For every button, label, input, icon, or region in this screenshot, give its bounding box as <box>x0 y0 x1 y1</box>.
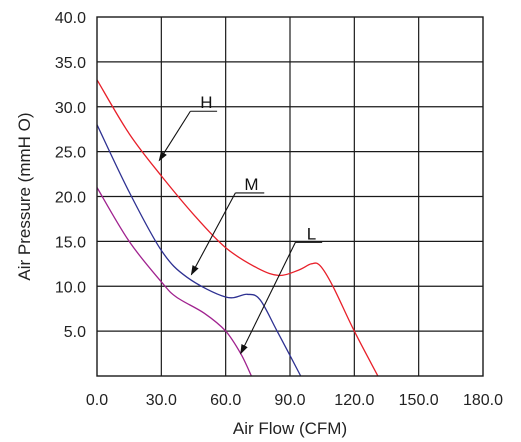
plot-frame <box>96 16 484 377</box>
y-tick-label: 30.0 <box>55 100 86 117</box>
x-tick-label: 150.0 <box>399 392 439 409</box>
x-tick-label: 180.0 <box>463 392 503 409</box>
y-tick-label: 5.0 <box>64 324 86 341</box>
series-line-l <box>96 187 252 377</box>
y-tick-label: 25.0 <box>55 145 86 162</box>
y-tick-label: 15.0 <box>55 234 86 251</box>
callout-arrow <box>240 242 296 355</box>
x-tick-label: 30.0 <box>146 392 177 409</box>
series-label-l: L <box>307 224 316 243</box>
y-tick-label: 35.0 <box>55 55 86 72</box>
y-axis-title: Air Pressure (mmH O) <box>15 112 34 280</box>
grid <box>97 17 483 376</box>
series-line-m <box>96 124 302 377</box>
series-label-h: H <box>200 93 212 112</box>
y-tick-label: 40.0 <box>55 10 86 27</box>
callout-arrow <box>190 192 236 276</box>
x-tick-label: 120.0 <box>334 392 374 409</box>
series-label-m: M <box>244 175 258 194</box>
x-axis-title: Air Flow (CFM) <box>233 419 347 438</box>
y-tick-label: 20.0 <box>55 190 86 207</box>
x-tick-label: 60.0 <box>210 392 241 409</box>
series-callouts: H M L <box>158 93 323 355</box>
y-tick-label: 10.0 <box>55 279 86 296</box>
callout-arrow <box>158 110 191 162</box>
x-tick-label: 90.0 <box>274 392 305 409</box>
tick-labels: 0.0 30.0 60.0 90.0 120.0 150.0 180.0 5.0 10.0 15.… <box>55 10 503 409</box>
x-tick-label: 0.0 <box>86 392 108 409</box>
